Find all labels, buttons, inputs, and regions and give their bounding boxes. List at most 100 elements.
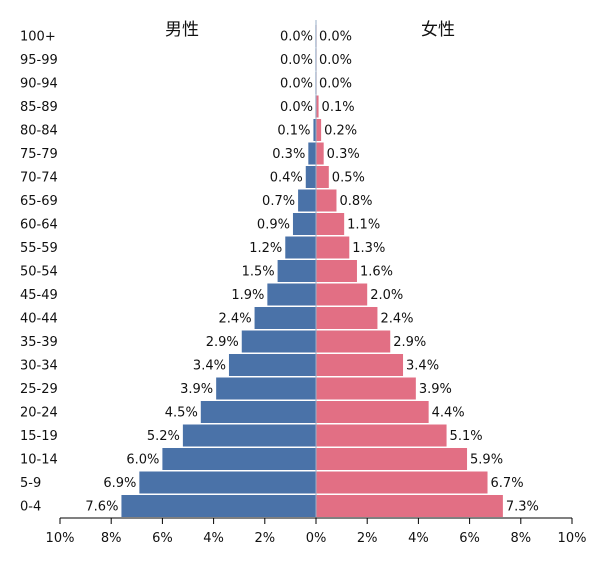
bar-male-70-74 — [305, 166, 316, 188]
x-tick-label-0: 10% — [46, 531, 75, 546]
legend-female-label: 女性 — [421, 20, 455, 40]
bar-female-20-24 — [316, 401, 429, 423]
bar-female-15-19 — [316, 424, 447, 447]
age-label-100+: 100+ — [20, 30, 56, 45]
value-label-male-75-79: 0.3% — [272, 147, 305, 162]
value-label-male-90-94: 0.0% — [280, 77, 313, 92]
value-labels: 7.6% 7.3% 6.9% 6.7% 6.0% 5.9% 5.2% 5.1% 4.5% 4.4%… — [85, 30, 539, 515]
age-label-65-69: 65-69 — [20, 194, 58, 209]
value-label-female-25-29: 3.9% — [419, 382, 452, 397]
bar-female-80-84 — [316, 119, 322, 141]
bar-male-75-79 — [308, 142, 316, 165]
x-tick-label-5: 0% — [306, 531, 327, 546]
age-label-0-4: 0-4 — [20, 500, 41, 515]
age-label-80-84: 80-84 — [20, 124, 58, 139]
bar-female-75-79 — [316, 142, 324, 165]
bar-male-60-64 — [292, 213, 316, 235]
age-label-5-9: 5-9 — [20, 476, 41, 491]
value-label-male-0-4: 7.6% — [85, 500, 118, 515]
age-label-85-89: 85-89 — [20, 100, 58, 115]
value-label-female-95-99: 0.0% — [319, 53, 352, 68]
value-label-male-60-64: 0.9% — [257, 218, 290, 233]
value-label-male-55-59: 1.2% — [249, 241, 282, 256]
age-label-70-74: 70-74 — [20, 171, 58, 186]
age-label-50-54: 50-54 — [20, 265, 58, 280]
bar-female-10-14 — [316, 448, 468, 470]
x-tick-label-2: 6% — [152, 531, 173, 546]
value-label-female-20-24: 4.4% — [432, 406, 465, 421]
bar-female-85-89 — [316, 95, 319, 118]
bar-male-25-29 — [216, 377, 316, 400]
value-label-female-65-69: 0.8% — [339, 194, 372, 209]
bar-female-25-29 — [316, 377, 416, 400]
value-label-female-60-64: 1.1% — [347, 218, 380, 233]
bars — [121, 25, 503, 517]
x-tick-label-9: 8% — [510, 531, 531, 546]
value-label-male-85-89: 0.0% — [280, 100, 313, 115]
age-label-95-99: 95-99 — [20, 53, 58, 68]
value-label-female-45-49: 2.0% — [370, 288, 403, 303]
age-label-75-79: 75-79 — [20, 147, 58, 162]
age-label-40-44: 40-44 — [20, 312, 58, 327]
value-label-female-35-39: 2.9% — [393, 335, 426, 350]
bar-male-20-24 — [200, 401, 316, 423]
bar-female-50-54 — [316, 260, 357, 282]
age-label-90-94: 90-94 — [20, 77, 58, 92]
bar-female-5-9 — [316, 471, 488, 494]
x-tick-label-4: 2% — [254, 531, 275, 546]
value-label-female-40-44: 2.4% — [380, 312, 413, 327]
bar-female-35-39 — [316, 330, 391, 353]
age-label-35-39: 35-39 — [20, 335, 58, 350]
x-tick-label-8: 6% — [459, 531, 480, 546]
age-label-10-14: 10-14 — [20, 453, 58, 468]
legend: 男性 女性 — [165, 20, 455, 40]
bar-female-65-69 — [316, 189, 337, 212]
value-label-female-10-14: 5.9% — [470, 453, 503, 468]
value-label-male-30-34: 3.4% — [193, 359, 226, 374]
bar-male-30-34 — [228, 354, 316, 376]
value-label-male-20-24: 4.5% — [165, 406, 198, 421]
value-label-female-70-74: 0.5% — [332, 171, 365, 186]
value-label-female-80-84: 0.2% — [324, 124, 357, 139]
age-label-30-34: 30-34 — [20, 359, 58, 374]
value-label-male-70-74: 0.4% — [270, 171, 303, 186]
value-label-male-25-29: 3.9% — [180, 382, 213, 397]
age-label-55-59: 55-59 — [20, 241, 58, 256]
x-tick-label-1: 8% — [101, 531, 122, 546]
legend-male-label: 男性 — [165, 20, 199, 40]
bar-female-45-49 — [316, 283, 368, 306]
value-label-female-100+: 0.0% — [319, 30, 352, 45]
bar-male-50-54 — [277, 260, 316, 282]
bar-male-45-49 — [267, 283, 316, 306]
value-label-female-75-79: 0.3% — [327, 147, 360, 162]
bar-male-35-39 — [241, 330, 316, 353]
value-label-female-55-59: 1.3% — [352, 241, 385, 256]
bar-male-65-69 — [298, 189, 316, 212]
value-label-male-10-14: 6.0% — [126, 453, 159, 468]
x-tick-label-6: 2% — [357, 531, 378, 546]
bar-female-60-64 — [316, 213, 345, 235]
bar-female-30-34 — [316, 354, 404, 376]
x-tick-label-3: 4% — [203, 531, 224, 546]
value-label-female-0-4: 7.3% — [506, 500, 539, 515]
age-label-20-24: 20-24 — [20, 406, 58, 421]
bar-female-0-4 — [316, 495, 503, 517]
value-label-male-50-54: 1.5% — [242, 265, 275, 280]
value-label-female-30-34: 3.4% — [406, 359, 439, 374]
bar-female-55-59 — [316, 236, 350, 259]
value-label-male-80-84: 0.1% — [277, 124, 310, 139]
value-label-male-35-39: 2.9% — [206, 335, 239, 350]
value-label-male-45-49: 1.9% — [231, 288, 264, 303]
bar-male-80-84 — [313, 119, 316, 141]
bar-male-10-14 — [162, 448, 316, 470]
bar-male-15-19 — [182, 424, 316, 447]
x-tick-label-7: 4% — [408, 531, 429, 546]
bar-female-40-44 — [316, 307, 378, 329]
age-label-60-64: 60-64 — [20, 218, 58, 233]
value-label-male-65-69: 0.7% — [262, 194, 295, 209]
value-label-female-85-89: 0.1% — [322, 100, 355, 115]
value-label-male-40-44: 2.4% — [219, 312, 252, 327]
value-label-male-5-9: 6.9% — [103, 476, 136, 491]
value-label-female-15-19: 5.1% — [450, 429, 483, 444]
value-label-male-95-99: 0.0% — [280, 53, 313, 68]
